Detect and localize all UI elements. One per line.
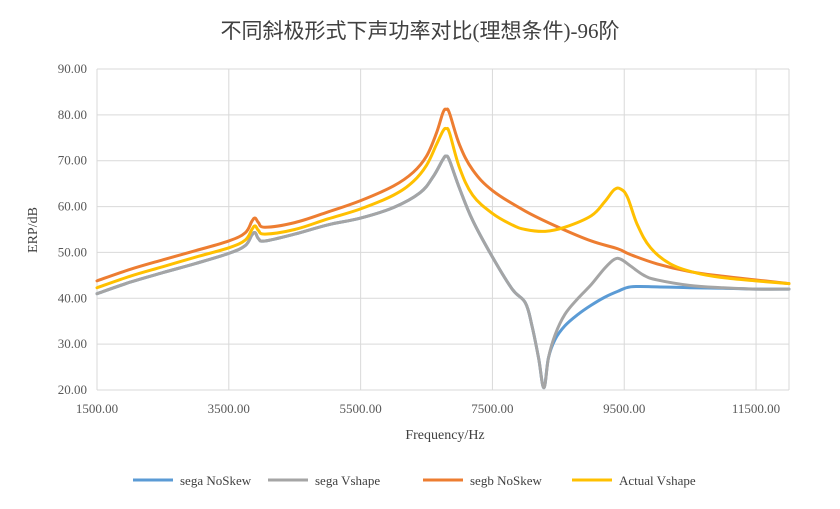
- series-line-sega-vshape: [95, 154, 791, 390]
- y-tick-label: 60.00: [58, 199, 87, 214]
- y-tick-label: 20.00: [58, 382, 87, 397]
- y-tick-label: 30.00: [58, 336, 87, 351]
- chart-title: 不同斜极形式下声功率对比(理想条件)-96阶: [221, 19, 620, 43]
- x-tick-label: 11500.00: [732, 401, 780, 416]
- axis-ticks: 20.00 30.00 40.00 50.00 60.00 70.00 80.00 90.00…: [58, 61, 780, 416]
- y-tick-label: 40.00: [58, 290, 87, 305]
- x-tick-label: 1500.00: [76, 401, 118, 416]
- x-tick-label: 9500.00: [603, 401, 645, 416]
- legend: sega NoSkew sega Vshape segb NoSkew Actual …: [133, 473, 696, 488]
- series-line-segb-noskew: [95, 107, 791, 286]
- y-axis-label: ERP/dB: [26, 207, 41, 253]
- x-tick-label: 3500.00: [208, 401, 250, 416]
- y-tick-label: 80.00: [58, 107, 87, 122]
- series-lines: [95, 107, 791, 390]
- x-tick-label: 5500.00: [339, 401, 381, 416]
- legend-label-segb-noskew: segb NoSkew: [470, 473, 542, 488]
- y-tick-label: 70.00: [58, 153, 87, 168]
- legend-label-sega-noskew: sega NoSkew: [180, 473, 252, 488]
- legend-label-actual-vshape: Actual Vshape: [619, 473, 696, 488]
- y-tick-label: 90.00: [58, 61, 87, 76]
- y-tick-label: 50.00: [58, 244, 87, 259]
- x-tick-label: 7500.00: [471, 401, 513, 416]
- x-axis-label: Frequency/Hz: [405, 428, 484, 443]
- legend-label-sega-vshape: sega Vshape: [315, 473, 380, 488]
- series-line-actual-vshape: [95, 126, 791, 290]
